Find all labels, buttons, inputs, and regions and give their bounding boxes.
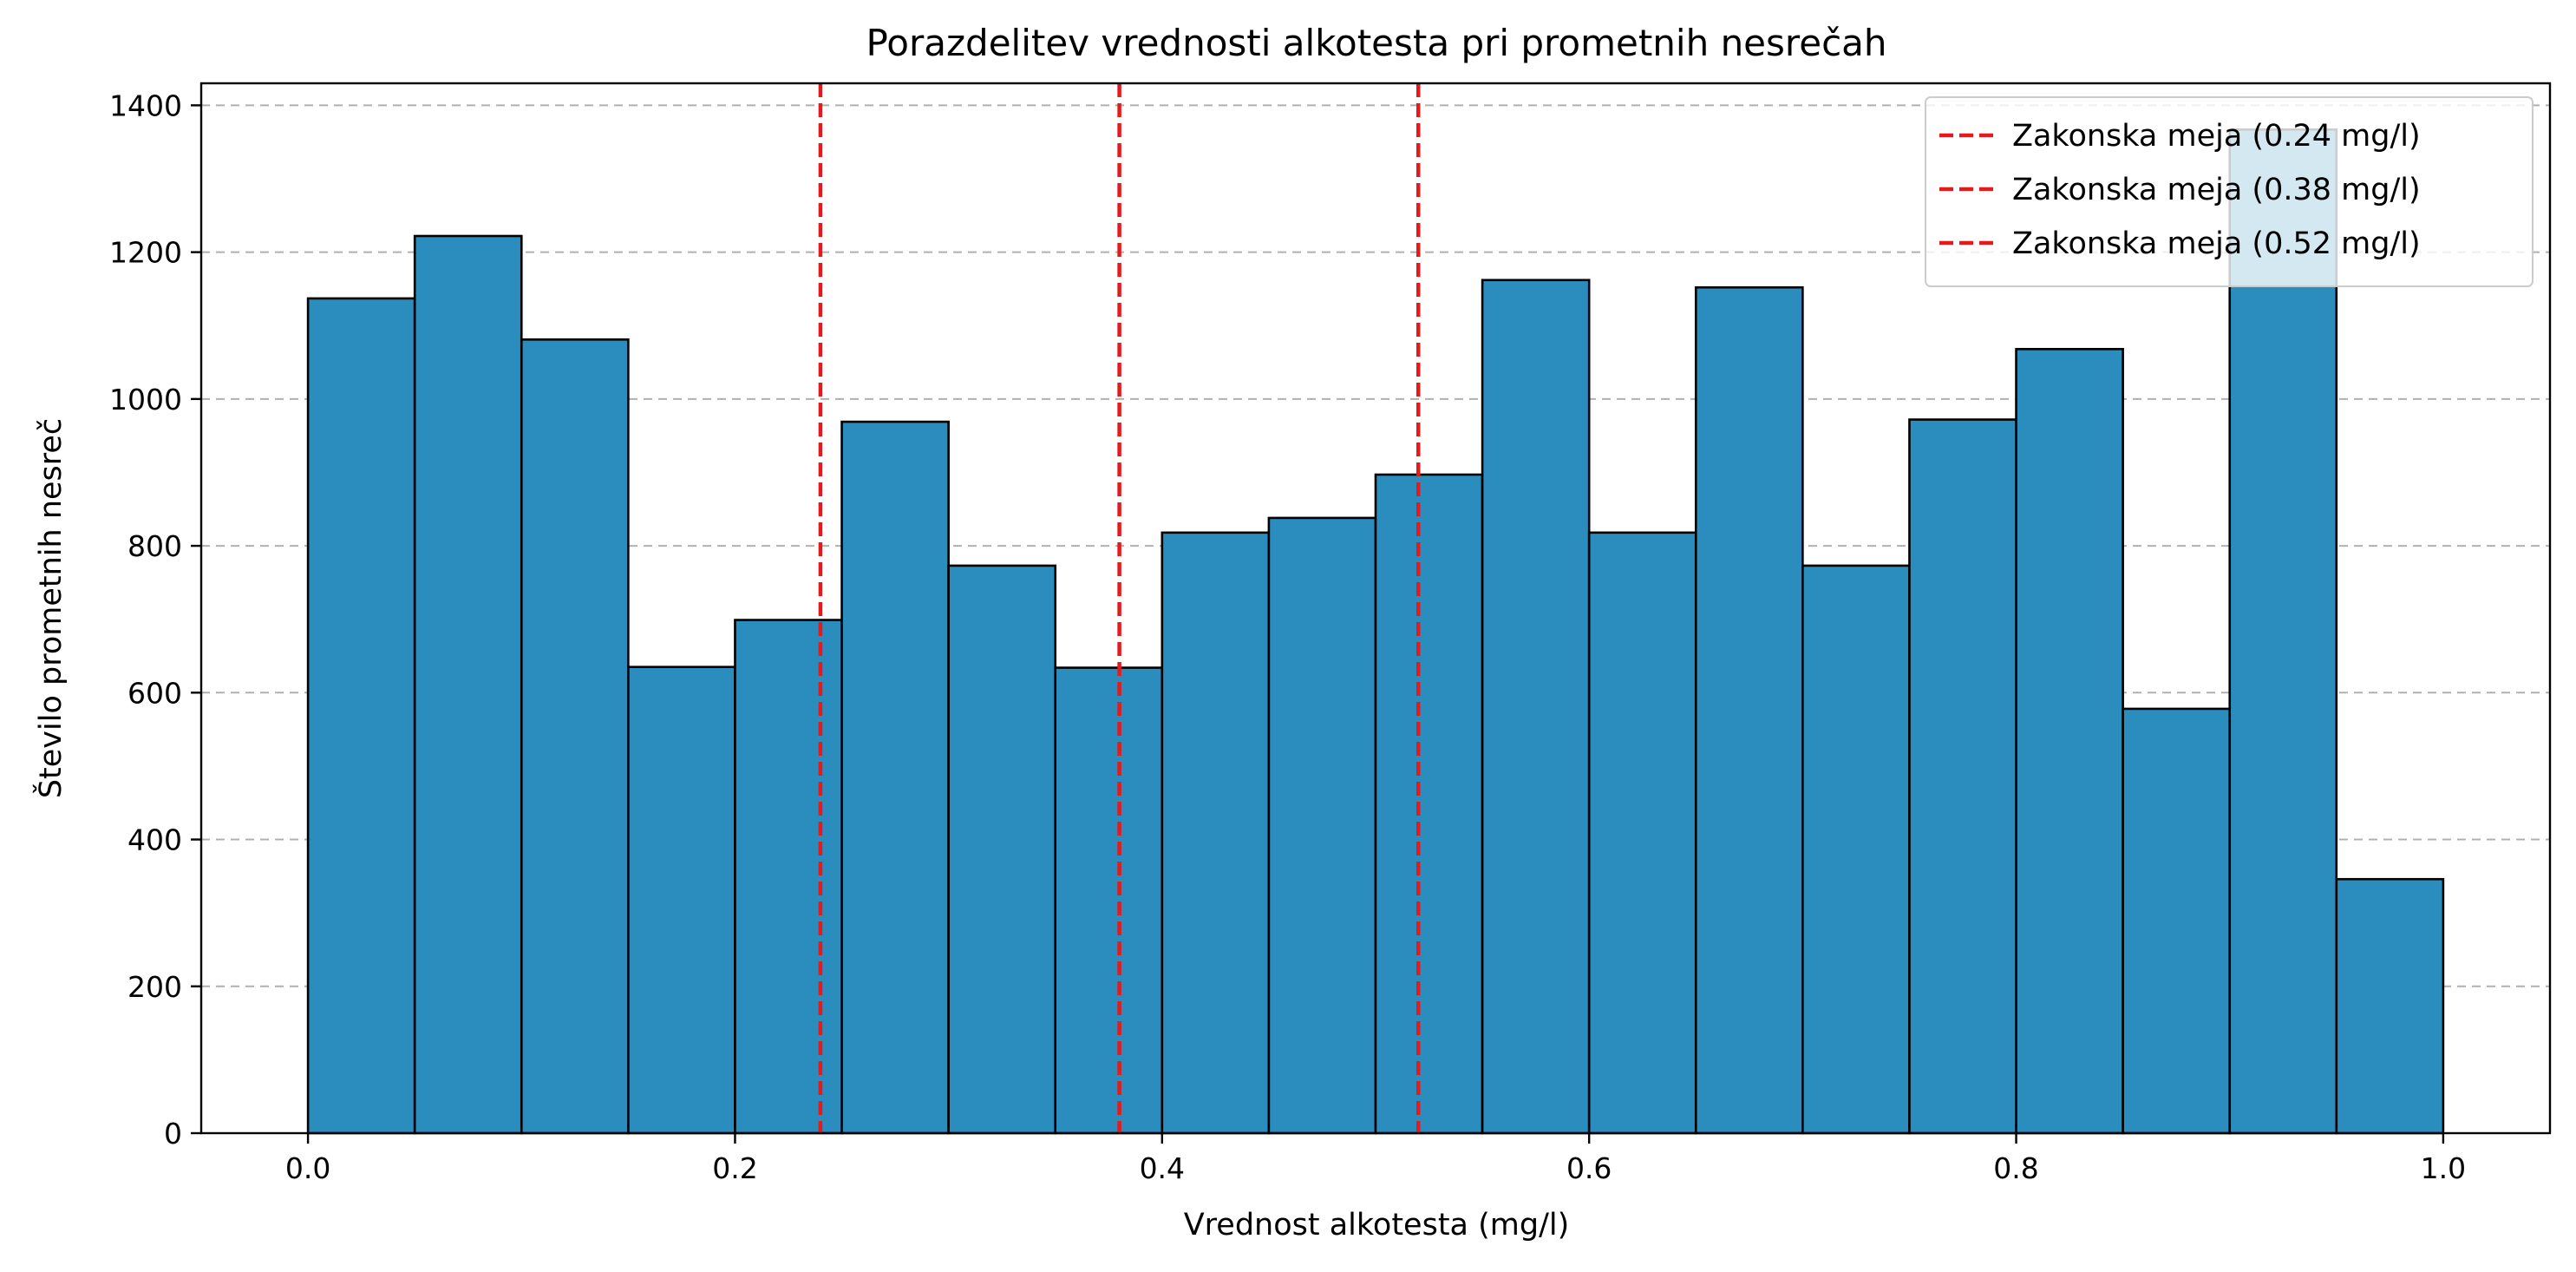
y-tick-label: 600 [127, 676, 182, 710]
legend-label: Zakonska meja (0.38 mg/l) [2012, 173, 2421, 207]
histogram-bar [2015, 348, 2124, 1135]
x-axis-ticks: 0.0 0.2 0.4 0.6 0.8 1.0 [285, 1133, 2466, 1185]
histogram-bar [1694, 285, 1804, 1135]
x-tick-label: 1.0 [2421, 1151, 2466, 1185]
histogram-bars [306, 128, 2445, 1135]
histogram-bar [1374, 473, 1484, 1135]
histogram-bar [1481, 279, 1591, 1135]
histogram-bar [306, 297, 416, 1135]
legend-label: Zakonska meja (0.52 mg/l) [2012, 226, 2421, 261]
histogram-bar [947, 564, 1057, 1135]
y-tick-label: 1400 [109, 89, 182, 122]
y-tick-label: 800 [127, 529, 182, 563]
y-tick-label: 1000 [109, 383, 182, 416]
histogram-bar [1587, 531, 1697, 1135]
x-tick-label: 0.0 [285, 1151, 330, 1185]
x-axis-label: Vrednost alkotesta (mg/l) [1184, 1208, 1570, 1242]
y-axis-ticks: 0 200 400 600 800 1000 1200 1400 [109, 89, 201, 1151]
histogram-bar [1801, 564, 1911, 1135]
y-tick-label: 0 [164, 1117, 182, 1151]
chart-title: Porazdelitev vrednosti alkotesta pri pro… [866, 22, 1886, 64]
histogram-bar [840, 420, 950, 1135]
plot-frame [199, 82, 2552, 1135]
histogram-bar [1161, 531, 1271, 1135]
legend: Zakonska meja (0.24 mg/l) Zakonska meja (… [1925, 96, 2534, 287]
y-tick-label: 400 [127, 823, 182, 857]
y-tick-label: 200 [127, 970, 182, 1004]
histogram-bar [520, 338, 630, 1135]
histogram-bar [2335, 877, 2445, 1135]
y-tick-label: 1200 [109, 236, 182, 270]
y-axis-label: Število prometnih nesreč [32, 418, 69, 798]
x-tick-label: 0.4 [1140, 1151, 1185, 1185]
histogram-bar [1054, 666, 1164, 1135]
x-tick-label: 0.8 [1993, 1151, 2038, 1185]
histogram-bar [2122, 707, 2232, 1135]
histogram-bar [1267, 516, 1377, 1135]
legend-box [1925, 96, 2534, 287]
histogram-bar [734, 619, 843, 1135]
histogram-bar [627, 666, 736, 1135]
reference-lines [818, 83, 1421, 1133]
x-tick-label: 0.6 [1566, 1151, 1612, 1185]
histogram-bar [1908, 418, 2017, 1135]
x-tick-label: 0.2 [712, 1151, 757, 1185]
histogram-bar [413, 234, 523, 1135]
legend-label: Zakonska meja (0.24 mg/l) [2012, 119, 2421, 154]
